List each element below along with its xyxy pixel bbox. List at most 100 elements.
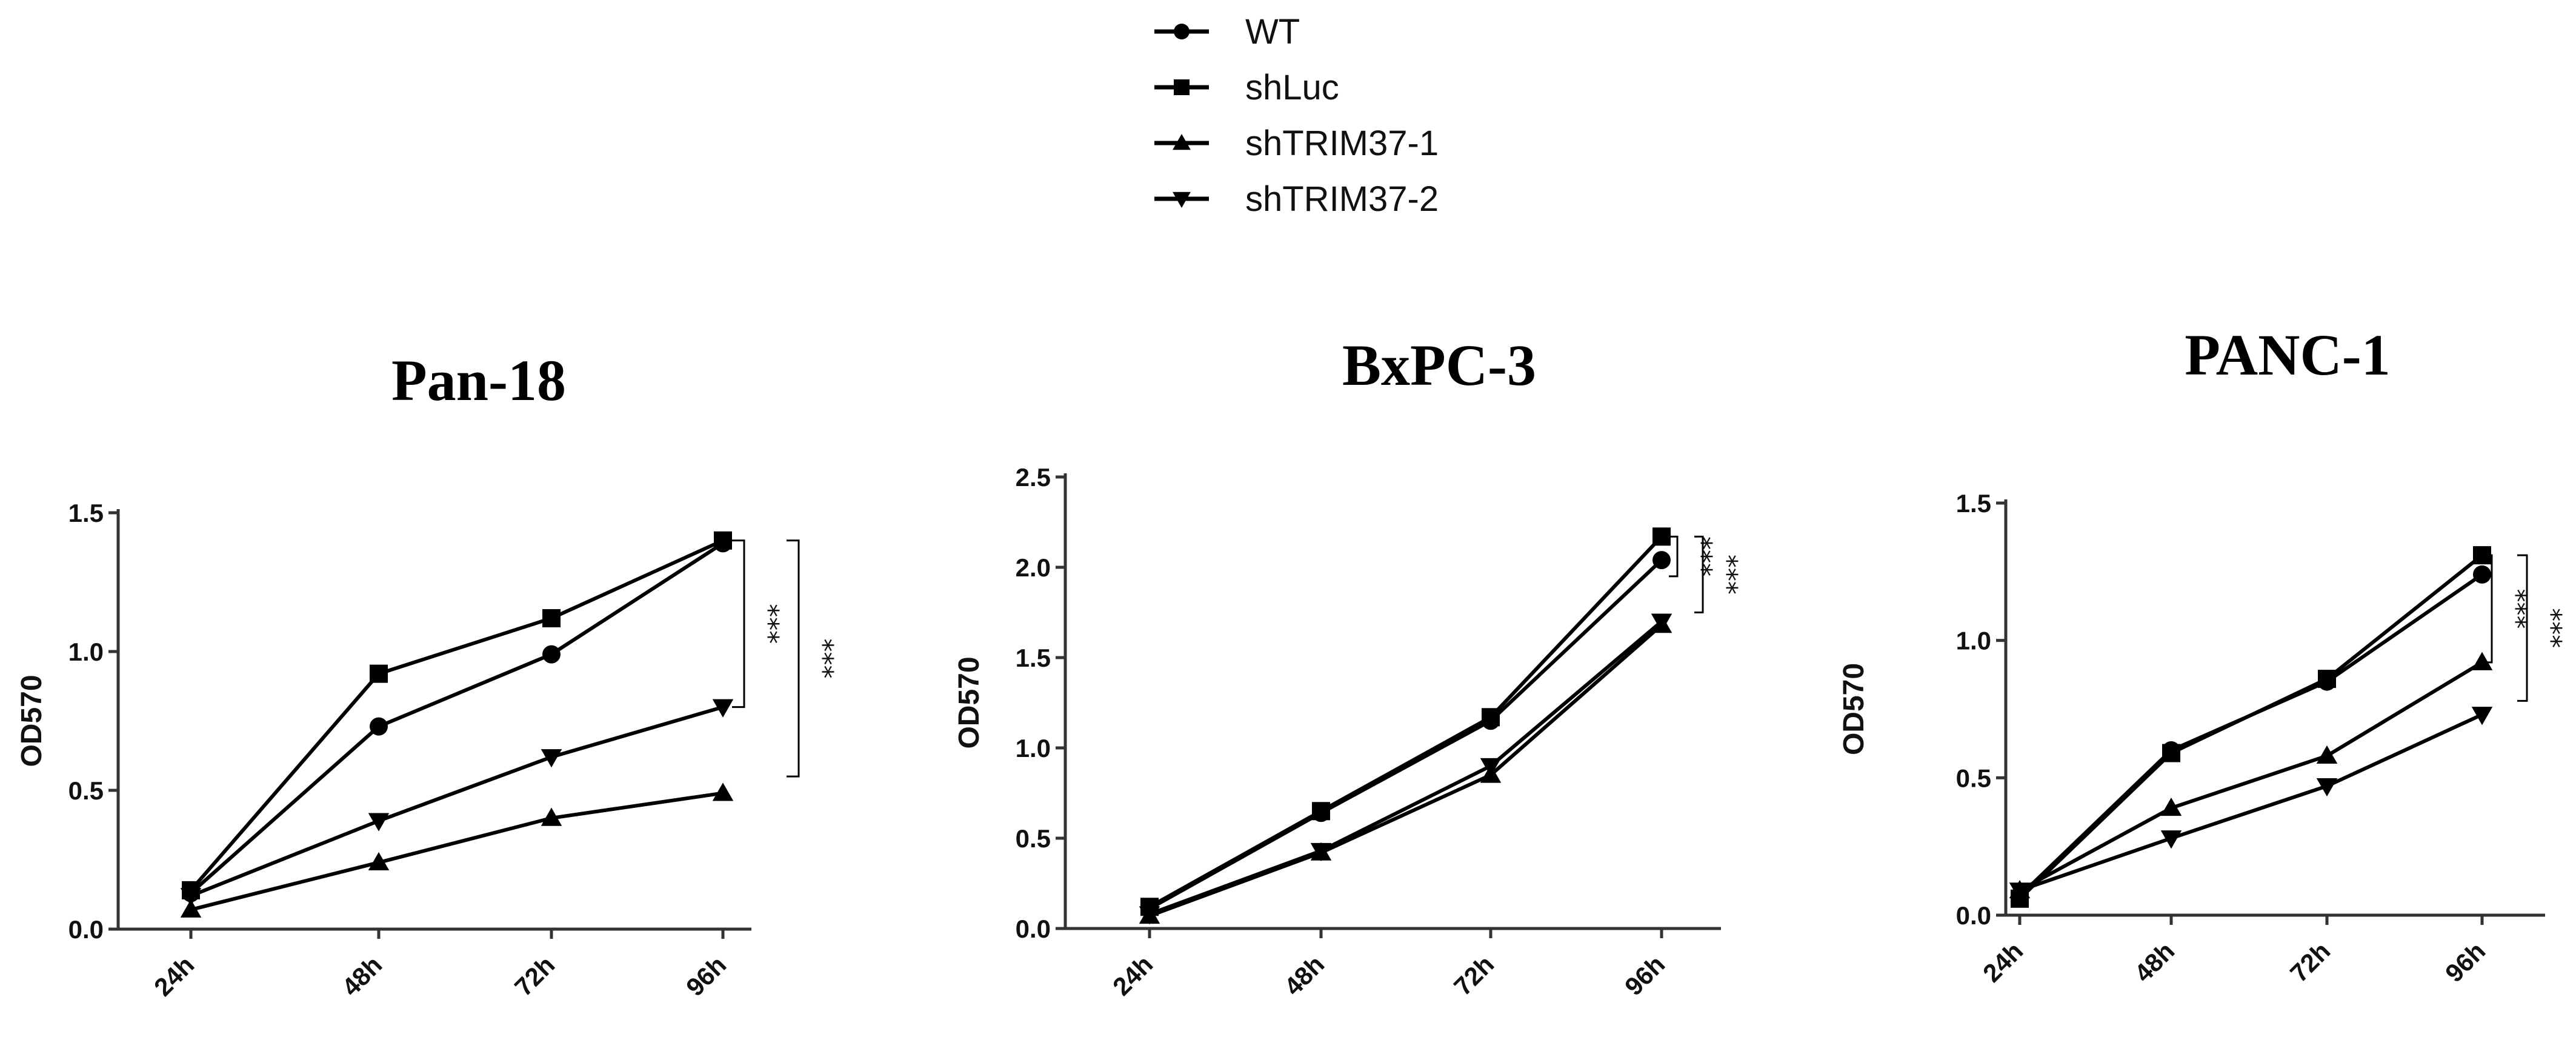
data-point: [2471, 652, 2493, 670]
series: [1140, 551, 1671, 918]
x-tick-label: 96h: [1619, 950, 1670, 1001]
data-point: [2473, 565, 2491, 584]
series: [1139, 613, 1672, 925]
data-point: [2316, 745, 2338, 764]
bracket-line: [787, 539, 800, 778]
x-tick-label: 72h: [2285, 936, 2335, 987]
legend-label: shTRIM37-1: [1245, 124, 1439, 163]
data-point: [1652, 551, 1671, 570]
significance-label: ***: [2536, 608, 2567, 648]
significance-bracket: ***: [732, 539, 784, 709]
bracket-line: [1669, 535, 1679, 578]
y-tick-label: 0.5: [1956, 764, 1991, 792]
data-point: [370, 717, 388, 736]
x-tick-label: 48h: [336, 950, 387, 1001]
series-line: [190, 705, 724, 898]
series: [182, 534, 732, 902]
legend-label: WT: [1245, 12, 1300, 52]
data-point: [368, 813, 390, 832]
data-point: [370, 664, 388, 683]
series: [180, 782, 734, 918]
x-tick-label: 24h: [148, 950, 199, 1001]
series-line: [2019, 713, 2483, 893]
legend-marker: [1174, 24, 1190, 39]
data-point: [2160, 830, 2182, 849]
series: [2011, 565, 2491, 905]
y-tick-label: 0.5: [1016, 824, 1051, 853]
y-tick-label: 0.0: [68, 915, 104, 944]
data-point: [712, 699, 734, 718]
data-point: [714, 531, 732, 550]
significance-bracket: ***: [2517, 554, 2567, 702]
data-point: [541, 749, 562, 768]
chart-panel: BxPC-3 0.0 0.5 1.0 1.5 2.0 2.5 OD570 24h 48h 72h 96…: [953, 333, 1743, 1001]
series-line: [1148, 535, 1663, 909]
y-tick-label: 0.5: [68, 776, 104, 805]
legend-marker: [1174, 79, 1190, 95]
y-tick-label: 1.0: [68, 638, 104, 666]
legend-entry: shTRIM37-2: [1154, 179, 1439, 219]
significance-bracket: ***: [1694, 535, 1743, 613]
series-line: [1148, 624, 1663, 918]
series: [180, 699, 734, 907]
data-point: [368, 852, 390, 871]
y-tick-label: 2.0: [1016, 553, 1051, 582]
series-line: [2018, 573, 2483, 898]
significance-label: ***: [1712, 555, 1743, 595]
data-point: [712, 782, 734, 801]
legend-entry: shTRIM37-1: [1154, 124, 1439, 163]
bracket-line: [2517, 554, 2528, 702]
series: [2009, 652, 2493, 899]
y-tick-label: 1.0: [1016, 734, 1051, 762]
data-point: [2162, 744, 2180, 762]
series: [2011, 546, 2491, 908]
data-point: [2316, 778, 2338, 797]
y-tick-label: 1.0: [1956, 627, 1991, 655]
data-point: [542, 645, 561, 664]
significance-label: ***: [808, 638, 839, 678]
x-tick-label: 72h: [1448, 950, 1499, 1001]
data-point: [1310, 842, 1332, 862]
significance-bracket: ***: [1669, 535, 1717, 578]
data-point: [180, 899, 202, 918]
y-tick-label: 0.0: [1956, 901, 1991, 930]
y-axis-label: OD570: [953, 656, 985, 749]
legend-marker: [1173, 192, 1191, 208]
legend-label: shTRIM37-2: [1245, 179, 1439, 219]
data-point: [2009, 882, 2031, 901]
significance-label: ***: [753, 604, 784, 644]
legend-marker: [1173, 134, 1191, 150]
x-tick-label: 24h: [1977, 936, 2028, 987]
series-line: [190, 541, 724, 895]
series-line: [1148, 558, 1663, 910]
series: [1140, 527, 1671, 916]
x-tick-label: 96h: [2440, 936, 2491, 987]
x-tick-label: 48h: [2129, 936, 2180, 987]
data-point: [2471, 707, 2493, 725]
bracket-line: [732, 539, 745, 709]
y-tick-label: 2.5: [1016, 463, 1051, 492]
x-tick-label: 96h: [681, 950, 731, 1001]
data-point: [1651, 613, 1672, 632]
y-axis-label: OD570: [1838, 663, 1870, 755]
data-point: [180, 888, 202, 907]
data-point: [541, 807, 562, 826]
x-tick-label: 72h: [509, 950, 560, 1001]
legend-entry: shLuc: [1154, 68, 1339, 107]
legend: WT shLuc shTRIM37-1 shTRIM37-2: [1154, 12, 1439, 219]
series-line: [1148, 620, 1663, 916]
legend-entry: WT: [1154, 12, 1300, 52]
chart-title: BxPC-3: [1342, 333, 1536, 398]
series: [2009, 707, 2493, 901]
chart-title: Pan-18: [391, 348, 566, 413]
series: [1139, 615, 1672, 924]
data-point: [1482, 708, 1500, 727]
legend-label: shLuc: [1245, 68, 1339, 107]
y-axis-label: OD570: [16, 675, 48, 767]
x-tick-label: 24h: [1107, 950, 1158, 1001]
y-tick-label: 1.5: [1016, 644, 1051, 672]
y-tick-label: 0.0: [1016, 915, 1051, 943]
y-tick-label: 1.5: [1956, 489, 1991, 518]
